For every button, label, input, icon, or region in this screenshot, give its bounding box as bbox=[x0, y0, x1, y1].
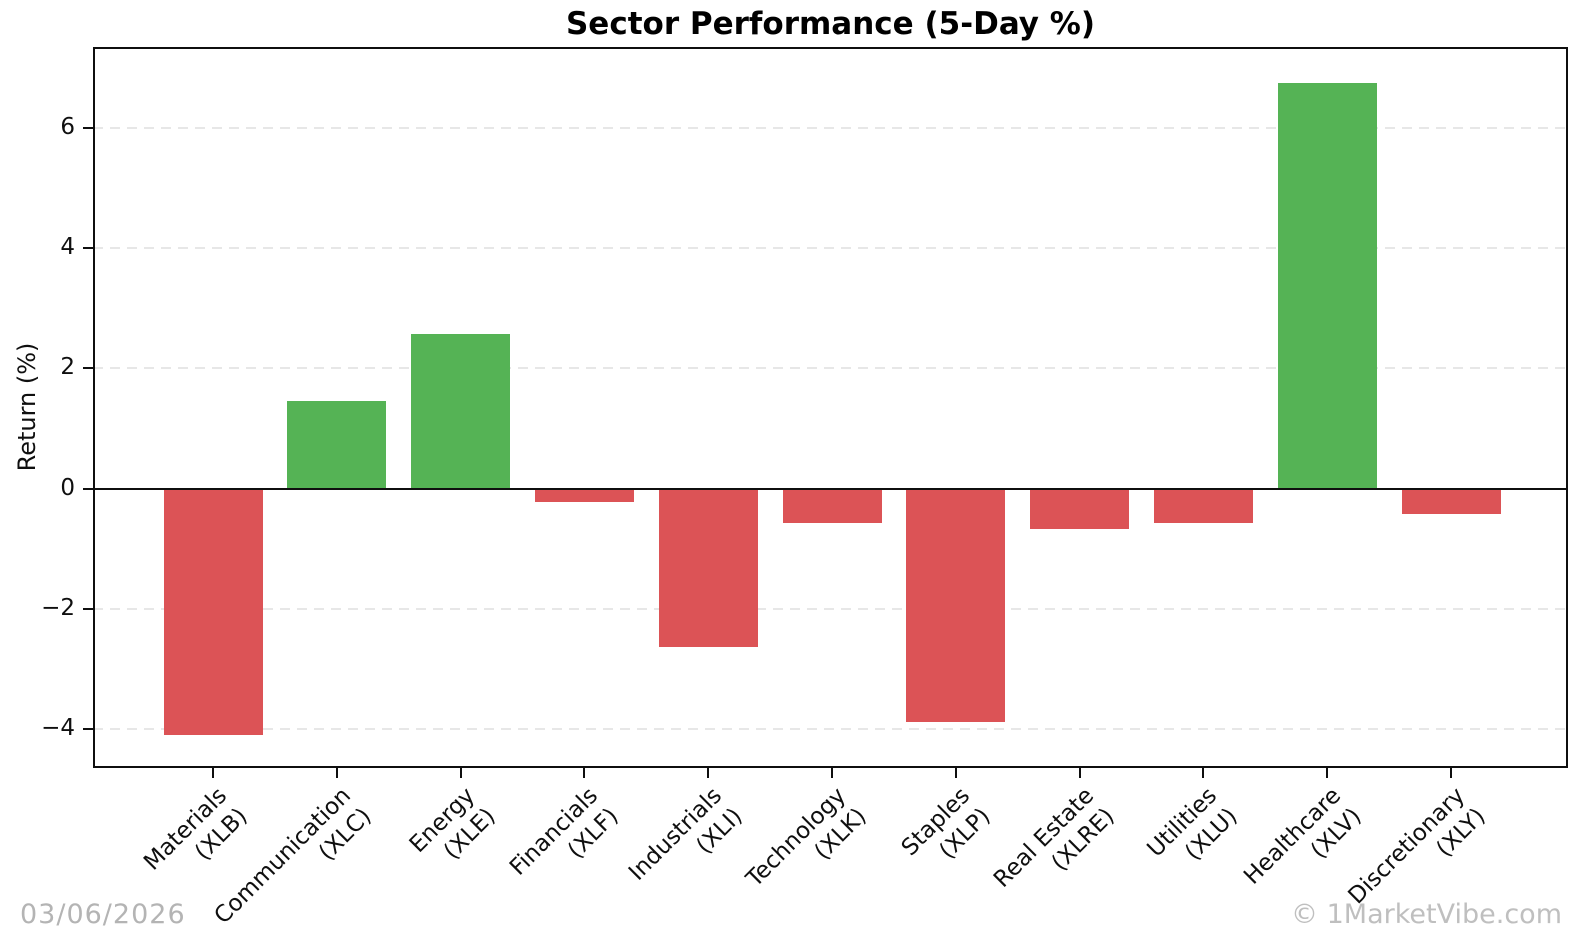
bar-XLB bbox=[163, 488, 263, 735]
x-axis-tick bbox=[1078, 768, 1081, 778]
x-axis-tick bbox=[459, 768, 462, 778]
bar-XLF bbox=[534, 488, 634, 502]
x-tick-label-XLK: Technology (XLK) bbox=[741, 782, 872, 893]
y-axis-tick bbox=[83, 127, 93, 130]
plot-area: 6 4 2 0 −2 −4 Materials (XLB) Communication (XL… bbox=[41, 47, 1568, 929]
x-axis-tick bbox=[583, 768, 586, 778]
gridline bbox=[93, 367, 1568, 370]
x-axis-tick bbox=[335, 768, 338, 778]
x-tick-label-XLB: Materials (XLB) bbox=[139, 782, 253, 876]
y-axis-tick bbox=[83, 607, 93, 610]
x-tick-label-XLF: Financials (XLF) bbox=[505, 782, 624, 881]
gridline bbox=[93, 247, 1568, 250]
x-axis-tick bbox=[1450, 768, 1452, 778]
y-tick-label: −2 bbox=[41, 594, 75, 621]
gridline bbox=[93, 727, 1568, 730]
bar-XLU bbox=[1153, 488, 1253, 524]
gridline bbox=[93, 607, 1568, 610]
x-tick-label-XLI: Industrials (XLI) bbox=[624, 782, 748, 886]
x-axis-tick bbox=[1202, 768, 1205, 778]
bar-XLE bbox=[411, 333, 511, 489]
x-axis-tick bbox=[707, 768, 710, 778]
x-tick-label-XLE: Energy (XLE) bbox=[404, 782, 501, 865]
date-label: 03/06/2026 bbox=[20, 899, 186, 930]
y-tick-label: 2 bbox=[60, 354, 75, 381]
bar-XLV bbox=[1277, 83, 1377, 489]
x-tick-label-XLU: Utilities (XLU) bbox=[1142, 782, 1243, 866]
y-axis-tick bbox=[83, 727, 93, 730]
bar-XLK bbox=[782, 488, 882, 524]
bar-XLI bbox=[658, 488, 758, 647]
y-tick-label: 0 bbox=[60, 474, 75, 501]
y-axis-tick bbox=[83, 487, 93, 490]
y-tick-label: 4 bbox=[60, 234, 75, 261]
y-tick-label: −4 bbox=[41, 714, 75, 741]
x-axis-tick bbox=[1326, 768, 1329, 778]
gridline bbox=[93, 127, 1568, 130]
bar-XLP bbox=[906, 488, 1006, 722]
bar-XLRE bbox=[1030, 488, 1130, 529]
x-tick-label-XLP: Staples (XLP) bbox=[896, 782, 996, 865]
bar-XLC bbox=[287, 401, 387, 489]
chart-title: Sector Performance (5-Day %) bbox=[565, 6, 1096, 42]
x-axis-tick bbox=[831, 768, 833, 778]
bar-XLY bbox=[1401, 488, 1501, 515]
x-tick-label-XLRE: Real Estate (XLRE) bbox=[988, 782, 1120, 893]
zero-baseline bbox=[93, 487, 1568, 490]
y-axis-tick bbox=[83, 247, 93, 250]
x-axis-tick bbox=[212, 768, 214, 778]
watermark: © 1MarketVibe.com bbox=[1291, 899, 1562, 930]
y-tick-label: 6 bbox=[60, 114, 75, 141]
y-axis-tick bbox=[83, 367, 93, 370]
x-axis-tick bbox=[954, 768, 957, 778]
